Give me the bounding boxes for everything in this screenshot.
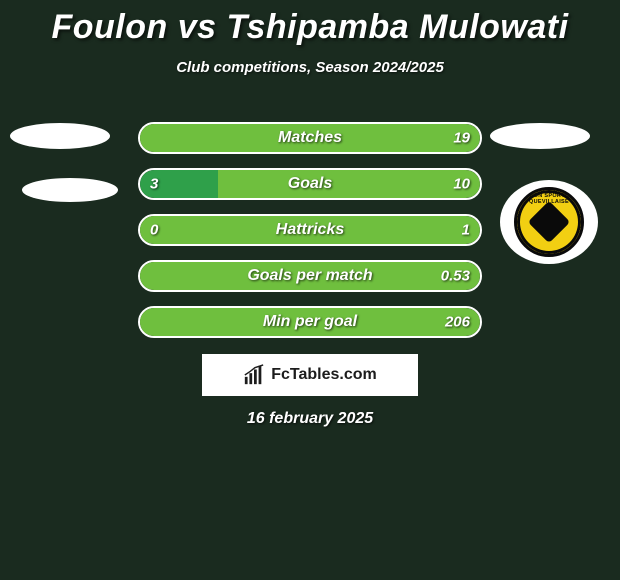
crest-center-icon [528, 201, 570, 243]
stats-bar-group: Matches 19 3 Goals 10 0 Hattricks 1 Goals per ma… [138, 122, 482, 352]
stat-bar-value-right: 1 [462, 222, 470, 239]
right-club-logo-top [490, 123, 590, 149]
stat-bar: 0 Hattricks 1 [138, 214, 482, 246]
stat-bar-value-left: 0 [150, 222, 158, 239]
brand-text: FcTables.com [271, 366, 377, 384]
stat-bar-value-right: 0.53 [441, 268, 470, 285]
stat-bar-value-right: 10 [453, 176, 470, 193]
stat-bar-value-left: 3 [150, 176, 158, 193]
generated-date: 16 february 2025 [247, 410, 373, 428]
right-club-crest: UNION SPORTIVE QUEVILLAISE [500, 180, 598, 264]
bar-chart-icon [243, 364, 265, 386]
stat-bar: 3 Goals 10 [138, 168, 482, 200]
stat-bar-value-right: 206 [445, 314, 470, 331]
stat-bar-label: Hattricks [276, 221, 344, 239]
page-subtitle: Club competitions, Season 2024/2025 [0, 59, 620, 76]
page-title: Foulon vs Tshipamba Mulowati [0, 8, 620, 47]
club-crest-icon: UNION SPORTIVE QUEVILLAISE [514, 187, 584, 257]
left-club-logo-top [10, 123, 110, 149]
stat-bar-label: Min per goal [263, 313, 357, 331]
left-club-logo-bottom [22, 178, 118, 202]
brand-box: FcTables.com [202, 354, 418, 396]
crest-top-text: UNION SPORTIVE QUEVILLAISE [517, 193, 581, 205]
stat-bar-label: Goals per match [247, 267, 372, 285]
stat-bar-value-right: 19 [453, 130, 470, 147]
stat-bar-label: Goals [288, 175, 332, 193]
stat-bar-label: Matches [278, 129, 342, 147]
stat-bar: Matches 19 [138, 122, 482, 154]
stat-bar: Goals per match 0.53 [138, 260, 482, 292]
stat-bar: Min per goal 206 [138, 306, 482, 338]
stat-bar-right-fill [218, 170, 480, 198]
